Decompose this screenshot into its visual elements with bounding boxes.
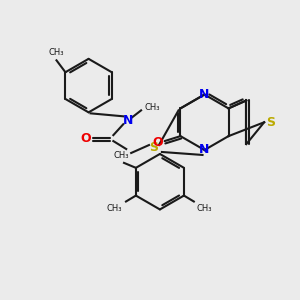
Text: O: O	[80, 132, 91, 145]
Text: CH₃: CH₃	[113, 151, 129, 160]
Text: S: S	[149, 140, 158, 154]
Text: O: O	[152, 136, 163, 148]
Text: CH₃: CH₃	[49, 48, 64, 57]
Text: N: N	[199, 142, 210, 155]
Text: N: N	[199, 88, 210, 101]
Text: N: N	[123, 114, 134, 127]
Text: CH₃: CH₃	[106, 205, 122, 214]
Text: CH₃: CH₃	[144, 103, 160, 112]
Text: S: S	[267, 116, 276, 129]
Text: CH₃: CH₃	[197, 205, 212, 214]
